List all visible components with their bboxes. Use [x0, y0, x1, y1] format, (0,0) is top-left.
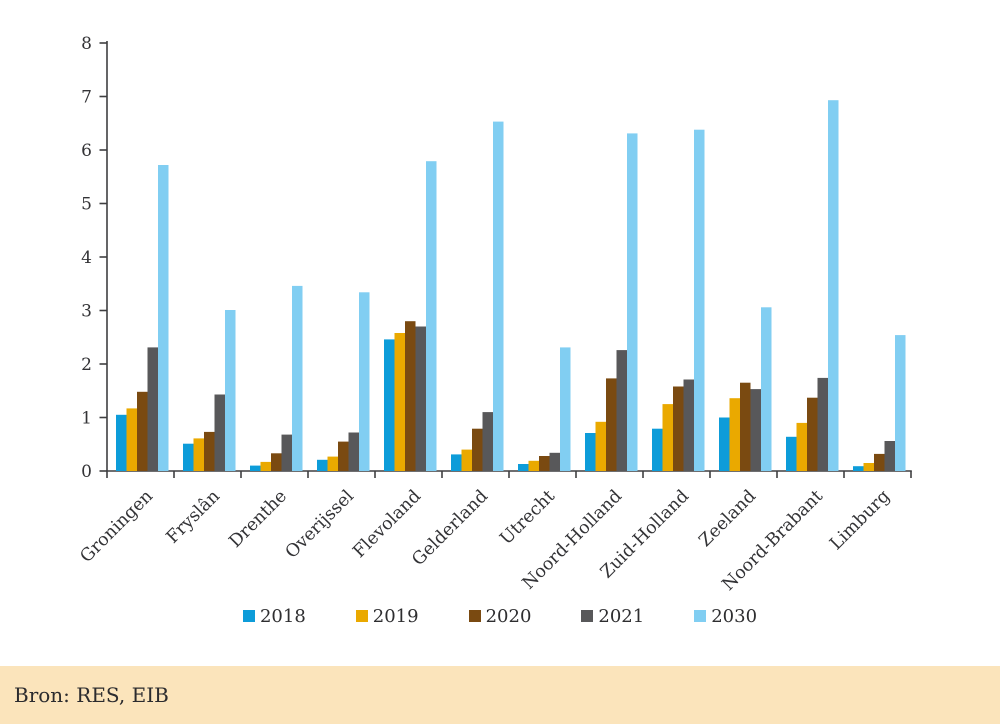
- bar-Drenthe-2020: [271, 453, 282, 471]
- bar-Zeeland-2018: [719, 417, 730, 471]
- bar-Zuid-Holland-2021: [683, 379, 694, 471]
- y-tick-label: 0: [81, 462, 92, 482]
- bar-Noord-Holland-2021: [616, 350, 627, 471]
- bar-Groningen-2020: [137, 391, 148, 471]
- bar-Noord-Holland-2018: [585, 433, 596, 471]
- source-label: Bron: RES, EIB: [14, 683, 169, 707]
- legend-label: 2030: [711, 605, 758, 627]
- y-tick-label: 2: [81, 355, 92, 375]
- legend-label: 2021: [598, 605, 645, 627]
- bar-Flevoland-2021: [415, 326, 426, 471]
- bar-Groningen-2021: [147, 347, 158, 471]
- y-tick-label: 7: [81, 88, 92, 108]
- legend-item-2018: 2018: [242, 605, 306, 627]
- y-tick-label: 1: [81, 409, 92, 429]
- bar-Gelderland-2021: [482, 412, 493, 471]
- bar-Overijssel-2020: [338, 441, 349, 471]
- bar-Zeeland-2030: [761, 307, 772, 471]
- bar-Fryslân-2021: [214, 394, 225, 471]
- bar-Utrecht-2030: [560, 347, 571, 471]
- bar-Noord-Brabant-2019: [796, 422, 807, 471]
- bar-Flevoland-2019: [394, 333, 405, 471]
- legend-swatch-icon: [581, 610, 594, 622]
- bar-Fryslân-2019: [193, 438, 204, 471]
- bar-Noord-Brabant-2020: [807, 397, 818, 471]
- bar-Utrecht-2021: [549, 452, 560, 471]
- bar-Zuid-Holland-2020: [673, 386, 684, 471]
- bar-Limburg-2018: [853, 466, 864, 471]
- x-category-label: Groningen: [77, 486, 158, 567]
- bar-Gelderland-2030: [493, 121, 504, 471]
- y-tick-label: 4: [81, 248, 92, 268]
- legend-label: 2018: [259, 605, 306, 627]
- bar-Groningen-2018: [116, 414, 127, 471]
- bar-Zeeland-2020: [740, 382, 751, 471]
- bar-Limburg-2021: [884, 441, 895, 471]
- bar-Flevoland-2030: [426, 161, 437, 471]
- bar-Limburg-2020: [874, 453, 885, 471]
- x-category-label: Utrecht: [496, 486, 559, 549]
- bar-chart-svg: 0 1 2 3 4 5 6 7 8 Groningen Fryslân DrentheOverijss…: [77, 34, 912, 595]
- bar-Fryslân-2018: [183, 443, 194, 471]
- legend-swatch-icon: [694, 610, 707, 622]
- x-category-label: Limburg: [826, 486, 894, 554]
- legend-item-2020: 2020: [468, 605, 532, 627]
- y-tick-label: 8: [81, 34, 92, 54]
- bar-Zeeland-2021: [750, 389, 761, 471]
- y-tick-label: 3: [81, 302, 92, 322]
- bar-Limburg-2019: [863, 463, 874, 471]
- bar-Noord-Holland-2020: [606, 378, 617, 471]
- bar-Drenthe-2021: [281, 434, 292, 471]
- legend-label: 2020: [485, 605, 532, 627]
- source-bar: Bron: RES, EIB: [0, 666, 1000, 724]
- x-category-label: Zeeland: [695, 486, 760, 551]
- bar-Utrecht-2019: [528, 460, 539, 471]
- bar-Utrecht-2020: [539, 456, 550, 471]
- bar-Fryslân-2020: [204, 431, 215, 471]
- legend-label: 2019: [372, 605, 419, 627]
- legend-swatch-icon: [242, 610, 255, 622]
- bar-Gelderland-2020: [472, 428, 483, 471]
- bar-Zuid-Holland-2018: [652, 428, 663, 471]
- bar-Zuid-Holland-2030: [694, 129, 705, 471]
- bar-Noord-Holland-2019: [595, 421, 606, 471]
- x-category-label: Overijssel: [282, 486, 359, 563]
- bar-Gelderland-2019: [461, 449, 472, 471]
- bar-chart: 0 1 2 3 4 5 6 7 8 Groningen Fryslân Drenthe Overijss…: [77, 34, 912, 595]
- bar-Drenthe-2019: [260, 461, 271, 471]
- x-category-label: Fryslân: [163, 486, 224, 547]
- bar-Drenthe-2018: [250, 465, 261, 471]
- bar-Zeeland-2019: [729, 398, 740, 471]
- bar-Noord-Brabant-2030: [828, 100, 839, 471]
- bar-Limburg-2030: [895, 335, 906, 471]
- bar-Gelderland-2018: [451, 454, 462, 471]
- bar-Noord-Brabant-2021: [817, 377, 828, 471]
- bar-Zuid-Holland-2019: [662, 404, 673, 471]
- bar-Flevoland-2020: [405, 321, 416, 471]
- x-category-label: Drenthe: [225, 486, 291, 552]
- bar-Overijssel-2021: [348, 432, 359, 471]
- y-tick-label: 5: [81, 195, 92, 215]
- bar-Noord-Holland-2030: [627, 133, 638, 471]
- legend-swatch-icon: [355, 610, 368, 622]
- bar-Flevoland-2018: [384, 339, 395, 471]
- bar-Groningen-2030: [158, 165, 169, 471]
- y-tick-label: 6: [81, 141, 92, 161]
- bar-Overijssel-2030: [359, 292, 370, 471]
- bar-Overijssel-2019: [327, 456, 338, 471]
- chart-legend: 2018 2019 2020 2021 2030: [0, 601, 1000, 631]
- legend-item-2021: 2021: [581, 606, 644, 627]
- bar-Groningen-2019: [126, 408, 137, 471]
- bar-Noord-Brabant-2018: [786, 436, 797, 471]
- bar-Overijssel-2018: [317, 459, 328, 471]
- legend-item-2019: 2019: [355, 605, 419, 627]
- legend-item-2030: 2030: [694, 606, 757, 627]
- bar-Utrecht-2018: [518, 464, 529, 471]
- legend-swatch-icon: [468, 610, 481, 622]
- bar-Fryslân-2030: [225, 310, 236, 471]
- bar-Drenthe-2030: [292, 285, 303, 471]
